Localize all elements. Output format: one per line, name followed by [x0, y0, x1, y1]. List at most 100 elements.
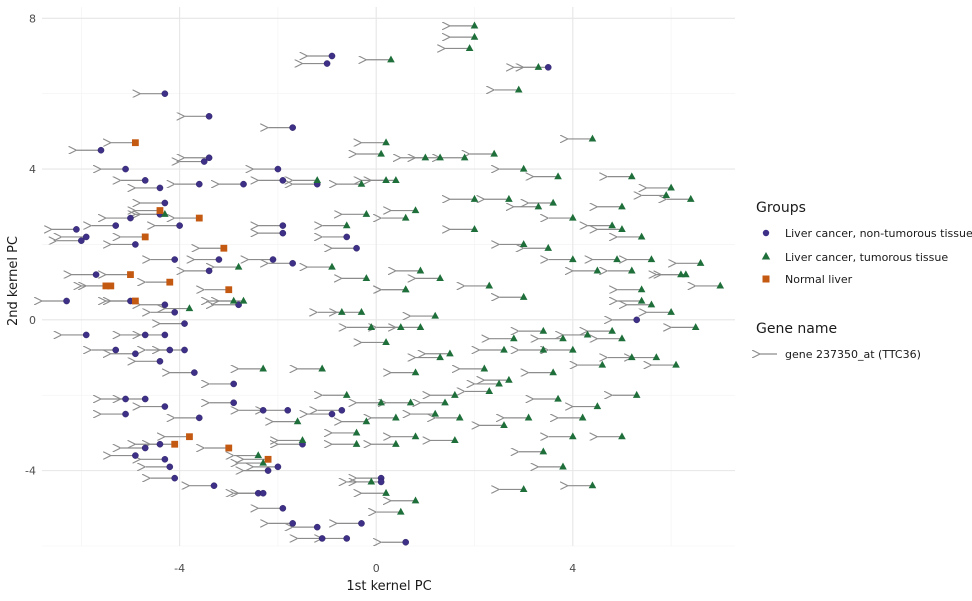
point-non-tumorous	[122, 395, 129, 403]
point-tumorous	[396, 507, 405, 515]
point-tumorous	[362, 417, 371, 425]
point-tumorous	[387, 55, 395, 63]
point-non-tumorous	[156, 184, 164, 192]
point-tumorous	[470, 194, 479, 202]
point-non-tumorous	[156, 358, 164, 365]
point-tumorous	[632, 390, 641, 398]
point-non-tumorous	[200, 158, 208, 165]
point-tumorous	[185, 304, 194, 312]
point-tumorous	[662, 191, 670, 199]
point-non-tumorous	[377, 478, 385, 486]
point-tumorous	[451, 436, 459, 444]
point-tumorous	[318, 364, 326, 372]
point-non-tumorous	[240, 180, 247, 188]
point-tumorous	[534, 63, 543, 70]
point-tumorous	[514, 85, 523, 93]
point-tumorous	[352, 439, 361, 447]
point-tumorous	[421, 153, 430, 161]
point-tumorous	[455, 413, 464, 421]
point-non-tumorous	[205, 113, 213, 120]
point-non-tumorous	[284, 407, 292, 414]
point-non-tumorous	[156, 440, 164, 448]
point-non-tumorous	[132, 241, 139, 248]
point-tumorous	[382, 488, 390, 496]
point-non-tumorous	[161, 90, 169, 97]
point-tumorous	[696, 259, 705, 266]
point-tumorous	[637, 285, 646, 293]
point-tumorous	[593, 266, 602, 274]
point-non-tumorous	[92, 271, 100, 278]
point-non-tumorous	[141, 331, 149, 339]
point-tumorous	[460, 153, 469, 161]
point-non-tumorous	[181, 320, 188, 327]
point-non-tumorous	[274, 463, 282, 471]
point-non-tumorous	[313, 523, 321, 531]
y-tick-label: 8	[29, 12, 36, 25]
point-non-tumorous	[279, 222, 287, 229]
point-tumorous	[672, 360, 680, 368]
point-normal	[127, 271, 134, 279]
point-tumorous	[627, 353, 636, 361]
point-tumorous	[313, 176, 322, 183]
point-tumorous	[608, 326, 616, 334]
legend-gene-title: Gene name	[756, 321, 837, 337]
point-tumorous	[544, 243, 553, 251]
point-non-tumorous	[122, 410, 129, 418]
point-normal	[131, 297, 139, 305]
point-tumorous	[539, 345, 548, 353]
point-tumorous	[583, 330, 592, 338]
point-non-tumorous	[289, 260, 296, 267]
point-tumorous	[465, 44, 474, 52]
point-tumorous	[569, 432, 577, 440]
point-tumorous	[382, 338, 390, 346]
point-tumorous	[534, 202, 543, 210]
point-non-tumorous	[544, 64, 552, 71]
point-normal	[264, 455, 272, 463]
point-normal	[171, 440, 179, 448]
point-tumorous	[401, 213, 410, 221]
point-non-tumorous	[328, 410, 336, 418]
point-tumorous	[691, 323, 700, 330]
point-tumorous	[411, 496, 420, 504]
point-tumorous	[490, 149, 498, 157]
point-non-tumorous	[141, 177, 149, 184]
point-tumorous	[500, 421, 508, 428]
point-non-tumorous	[343, 535, 351, 542]
point-tumorous	[549, 198, 557, 206]
point-tumorous	[416, 266, 425, 274]
point-tumorous	[416, 323, 425, 330]
x-tick-label: 4	[569, 562, 576, 575]
point-tumorous	[470, 225, 479, 232]
point-tumorous	[377, 398, 385, 406]
point-tumorous	[618, 334, 626, 342]
point-tumorous	[161, 210, 169, 217]
point-tumorous	[598, 360, 607, 368]
point-non-tumorous	[82, 233, 90, 241]
point-non-tumorous	[289, 124, 296, 131]
point-tumorous	[431, 409, 439, 417]
point-non-tumorous	[205, 267, 213, 275]
point-non-tumorous	[358, 520, 365, 527]
point-non-tumorous	[112, 346, 120, 354]
point-tumorous	[342, 221, 351, 229]
point-tumorous	[500, 345, 508, 353]
point-tumorous	[593, 402, 602, 410]
point-tumorous	[519, 164, 528, 172]
point-tumorous	[682, 270, 690, 278]
point-normal	[220, 244, 228, 252]
point-non-tumorous	[161, 301, 169, 309]
point-tumorous	[470, 32, 479, 40]
y-tick-label: -4	[25, 465, 36, 478]
point-non-tumorous	[259, 489, 267, 497]
point-normal	[225, 286, 233, 294]
point-tumorous	[716, 281, 725, 289]
point-non-tumorous	[230, 380, 237, 388]
tick-labels: -4 0 4 -4 0 4 8	[25, 12, 576, 575]
point-tumorous	[554, 394, 562, 402]
point-tumorous	[293, 417, 302, 425]
point-tumorous	[627, 266, 636, 274]
point-tumorous	[446, 349, 454, 357]
point-normal	[131, 139, 139, 147]
point-tumorous	[559, 334, 567, 342]
point-non-tumorous	[264, 467, 272, 474]
